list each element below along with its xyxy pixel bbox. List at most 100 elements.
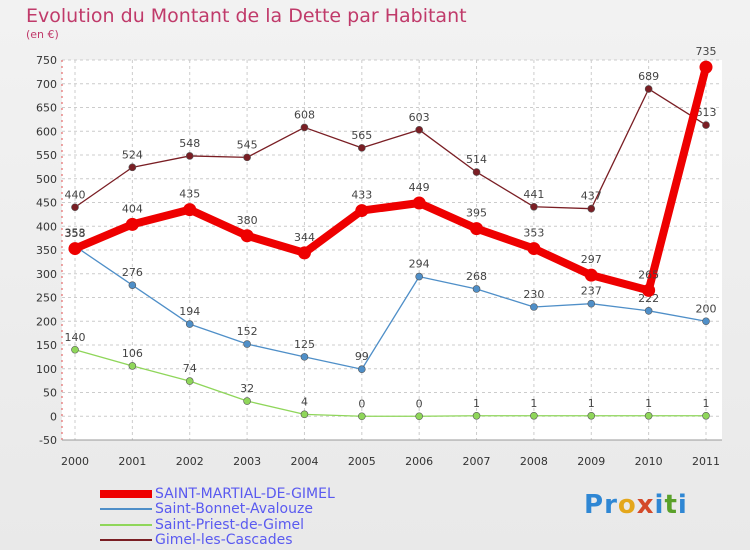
data-label: 297	[581, 253, 602, 266]
chart-legend: SAINT-MARTIAL-DE-GIMEL Saint-Bonnet-Avalo…	[100, 486, 335, 548]
series-line	[74, 349, 707, 417]
data-label: 440	[65, 188, 86, 201]
data-label: 395	[466, 207, 487, 220]
data-label: 152	[237, 325, 258, 338]
data-label: 32	[240, 382, 254, 395]
data-point	[699, 60, 713, 74]
data-label: 106	[122, 347, 143, 360]
data-label: 353	[523, 227, 544, 240]
data-label: 194	[179, 305, 200, 318]
data-point	[128, 281, 137, 289]
data-point	[584, 268, 598, 282]
data-label: 294	[409, 258, 430, 271]
data-label: 514	[466, 153, 487, 166]
legend-swatch	[100, 523, 152, 526]
y-tick-label: 750	[36, 54, 57, 67]
y-tick-label: 400	[36, 220, 57, 233]
data-point	[240, 229, 254, 243]
data-point	[185, 320, 194, 328]
data-label: 380	[237, 214, 258, 227]
legend-label: Saint-Bonnet-Avalouze	[155, 501, 313, 518]
y-tick-label: 700	[36, 78, 57, 91]
data-point	[587, 204, 596, 213]
data-label: 437	[581, 190, 602, 203]
data-label: 222	[638, 292, 659, 305]
x-tick-label: 2000	[61, 455, 89, 468]
data-point	[472, 285, 481, 293]
data-label: 237	[581, 285, 602, 298]
data-label: 404	[122, 202, 143, 215]
data-point	[472, 411, 481, 420]
data-point	[644, 411, 653, 420]
data-point	[185, 377, 194, 385]
data-point	[702, 121, 710, 129]
data-label: 1	[645, 397, 652, 410]
y-tick-label: 0	[50, 410, 57, 423]
data-point	[587, 299, 596, 308]
data-label: 608	[294, 108, 315, 121]
data-label: 565	[351, 129, 372, 142]
legend-item: SAINT-MARTIAL-DE-GIMEL	[100, 486, 335, 502]
data-label: 200	[696, 302, 717, 315]
data-point	[358, 144, 366, 152]
chart-unit-label: (en €)	[26, 28, 59, 41]
data-point	[470, 222, 484, 236]
data-point	[243, 340, 251, 348]
y-tick-label: 200	[36, 315, 57, 328]
data-label: 435	[179, 188, 200, 201]
data-label: 1	[473, 397, 480, 410]
legend-swatch	[100, 489, 152, 498]
data-point	[644, 85, 653, 93]
y-tick-label: 450	[36, 197, 57, 210]
data-label: 0	[416, 397, 423, 410]
x-tick-label: 2005	[348, 455, 376, 468]
data-point	[415, 272, 423, 281]
data-point	[300, 410, 309, 419]
y-tick-label: 150	[36, 339, 57, 352]
data-label: 265	[638, 268, 659, 281]
y-tick-label: 550	[36, 149, 57, 162]
data-point	[644, 306, 653, 315]
y-tick-label: 650	[36, 102, 57, 115]
data-point	[68, 242, 82, 256]
data-point	[412, 196, 426, 210]
data-label: 1	[588, 397, 595, 410]
x-tick-label: 2004	[290, 455, 318, 468]
x-tick-label: 2010	[635, 455, 663, 468]
x-tick-label: 2003	[233, 455, 261, 468]
data-point	[415, 126, 423, 134]
y-tick-label: 250	[36, 292, 57, 305]
data-label: 0	[358, 397, 365, 410]
data-point	[297, 246, 311, 260]
series-line	[71, 63, 710, 295]
legend-swatch	[100, 539, 152, 542]
y-tick-label: 50	[43, 387, 57, 400]
data-point	[415, 412, 423, 421]
data-point	[128, 362, 137, 370]
data-label: 230	[523, 288, 544, 301]
data-label: 358	[65, 227, 86, 240]
data-label: 441	[523, 188, 544, 201]
y-tick-label: 350	[36, 244, 57, 257]
data-label: 433	[351, 189, 372, 202]
data-label: 735	[696, 45, 717, 58]
y-tick-label: 600	[36, 125, 57, 138]
legend-label: Saint-Priest-de-Gimel	[155, 516, 305, 533]
data-label: 524	[122, 148, 143, 161]
data-point	[71, 345, 79, 354]
proxiti-logo: Proxiti	[584, 490, 688, 520]
series-line	[74, 88, 707, 210]
data-label: 689	[638, 70, 659, 83]
data-point	[183, 203, 197, 217]
y-tick-label: 500	[36, 173, 57, 186]
y-tick-label: -50	[39, 434, 57, 447]
data-label: 276	[122, 266, 143, 279]
data-label: 99	[355, 350, 369, 363]
data-label: 125	[294, 338, 315, 351]
data-point	[702, 317, 710, 326]
data-label: 1	[530, 397, 537, 410]
data-point	[530, 202, 538, 211]
x-tick-label: 2007	[463, 455, 491, 468]
data-point	[527, 242, 541, 256]
